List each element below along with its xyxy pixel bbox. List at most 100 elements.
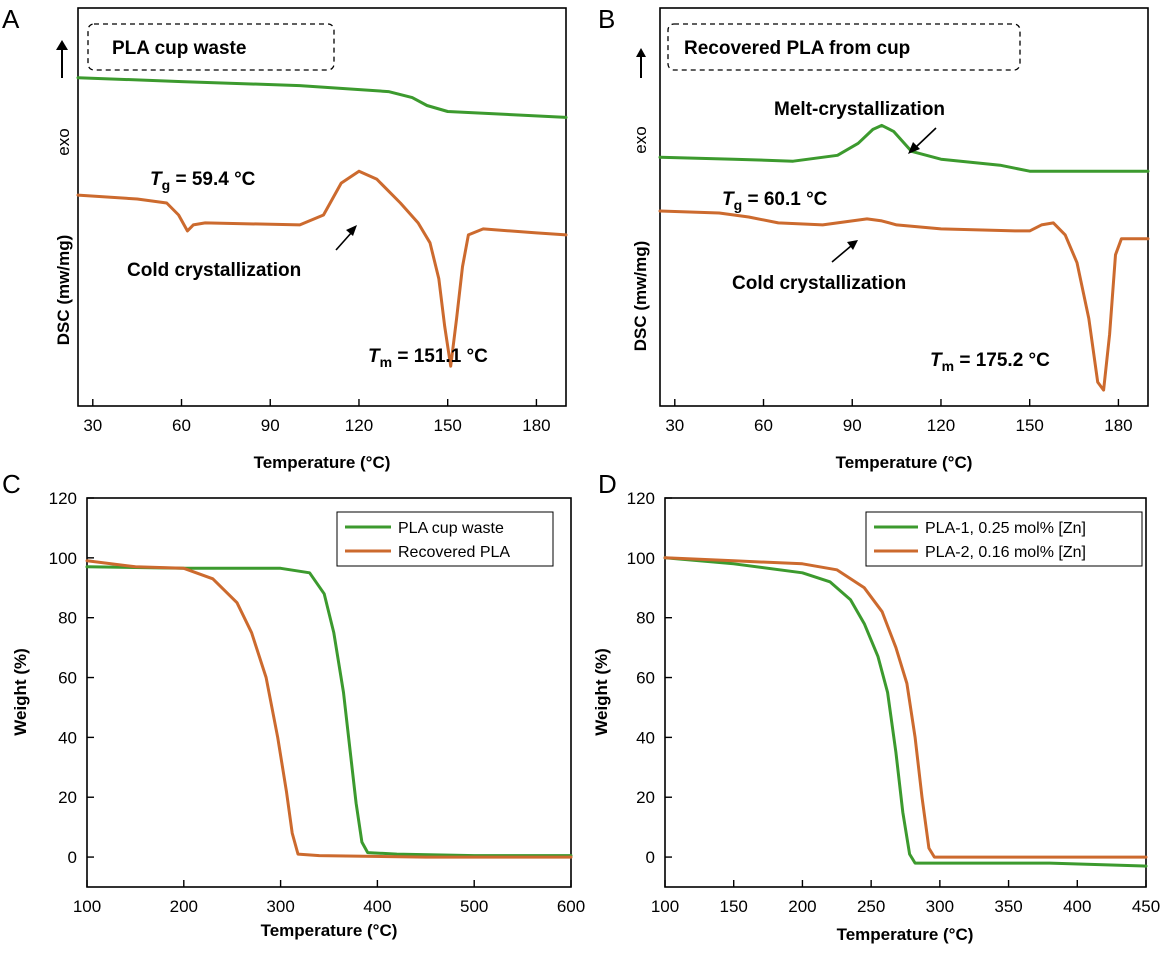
panel-a: A PLA cup waste exo DSC (mw/mg) Temperat… (2, 4, 568, 472)
panel-b-x-tick-label: 180 (1104, 416, 1132, 435)
panel-a-tm-symbol: T (368, 346, 381, 367)
panel-d-y-tick-label: 40 (636, 728, 655, 747)
panel-d-y-axis-label: Weight (%) (592, 648, 611, 736)
panel-d-legend-box (865, 511, 1143, 567)
panel-a-series-line-1 (76, 76, 568, 119)
panel-b-tg-annotation: Tg = 60.1 °C (722, 189, 828, 213)
panel-b-series (658, 123, 1150, 392)
panel-d-series-line-2 (663, 556, 1148, 859)
panel-d-series-line-1 (663, 556, 1148, 868)
panel-b-tm-value: = 175.2 °C (954, 350, 1050, 371)
panel-a-tm-sub: m (380, 354, 392, 370)
panel-a-tm-value: = 151.1 °C (392, 346, 488, 367)
panel-d-y-tick-label: 60 (636, 669, 655, 688)
panel-b-tg-value: = 60.1 °C (742, 189, 828, 210)
panel-d-y-tick-label: 0 (646, 848, 655, 867)
panel-d-legend-label-2: PLA-2, 0.16 mol% [Zn] (925, 544, 1086, 561)
panel-d-x-tick-label: 300 (926, 897, 954, 916)
panel-b-x-tick-label: 150 (1016, 416, 1044, 435)
panel-c-legend: PLA cup waste Recovered PLA (336, 511, 554, 567)
panel-b-label-box (667, 23, 1021, 71)
panel-a-series (76, 76, 568, 368)
panel-a-letter: A (2, 4, 20, 34)
panel-d: D Weight (%) Temperature (°C) 100 150 200 2… (592, 469, 1160, 944)
panel-c-y-tick-label: 120 (49, 489, 77, 508)
panel-a-x-tick-label: 90 (261, 416, 280, 435)
panel-d-x-tick-label: 450 (1132, 897, 1160, 916)
panel-a-tg-annotation: Tg = 59.4 °C (150, 169, 256, 193)
panel-c-x-axis-label: Temperature (°C) (261, 921, 398, 940)
panel-c-letter: C (2, 469, 21, 499)
panel-b-box-label: Recovered PLA from cup (684, 38, 910, 59)
panel-c-y-tick-label: 100 (49, 549, 77, 568)
panel-a-tm-annotation: Tm = 151.1 °C (368, 346, 488, 370)
panel-c-legend-label-1: PLA cup waste (398, 520, 504, 537)
panel-c-y-axis-label: Weight (%) (11, 648, 30, 736)
panel-d-ticks: 100 150 200 250 300 350 400 450 0 20 40 60 80 100 120 (627, 489, 1161, 916)
panel-c-x-tick-label: 100 (73, 897, 101, 916)
panel-a-cold-arrow-icon (335, 225, 357, 251)
panel-d-y-tick-label: 100 (627, 549, 655, 568)
panel-d-y-tick-label: 80 (636, 609, 655, 628)
panel-c-y-tick-label: 20 (58, 788, 77, 807)
panel-c-y-tick-label: 80 (58, 609, 77, 628)
panel-b-cold-label: Cold crystallization (732, 273, 906, 294)
panel-b-tg-sub: g (734, 197, 743, 213)
panel-a-x-tick-label: 180 (522, 416, 550, 435)
panel-a-tg-sub: g (162, 177, 171, 193)
panel-a-series-line-2 (76, 169, 568, 368)
panel-a-exo-label: exo (54, 128, 73, 155)
panel-a-tg-symbol: T (150, 169, 163, 190)
panel-d-letter: D (598, 469, 617, 499)
panel-b-tm-annotation: Tm = 175.2 °C (930, 350, 1050, 374)
panel-c-x-tick-label: 600 (557, 897, 585, 916)
panel-b-letter: B (598, 4, 615, 34)
panel-c-x-tick-label: 200 (170, 897, 198, 916)
panel-a-y-axis-label: DSC (mw/mg) (54, 235, 73, 346)
up-arrow-icon (56, 40, 68, 78)
panel-c-y-tick-label: 40 (58, 728, 77, 747)
panel-c-series (85, 559, 573, 859)
panel-d-x-axis-label: Temperature (°C) (837, 925, 974, 944)
panel-a-x-tick-label: 120 (345, 416, 373, 435)
panel-a-x-ticks: 30 60 90 120 150 180 (83, 399, 551, 435)
panel-b: B Recovered PLA from cup exo DSC (mw/mg)… (598, 4, 1150, 472)
panel-b-tm-sub: m (942, 358, 954, 374)
panel-b-x-tick-label: 120 (927, 416, 955, 435)
panel-d-x-tick-label: 100 (651, 897, 679, 916)
panel-c-series-line-1 (85, 565, 573, 858)
panel-b-x-tick-label: 60 (754, 416, 773, 435)
panel-b-x-tick-label: 30 (665, 416, 684, 435)
panel-b-y-axis-label: DSC (mw/mg) (631, 241, 650, 352)
panel-b-exo-label: exo (631, 126, 650, 153)
panel-d-plot-frame (664, 497, 1147, 888)
panel-c-legend-label-2: Recovered PLA (398, 544, 510, 561)
up-arrow-icon (636, 48, 646, 78)
panel-c: C Weight (%) Temperature (°C) 100 200 300 4… (2, 469, 585, 940)
panel-c-ticks: 100 200 300 400 500 600 0 20 40 60 80 100 120 (49, 489, 586, 916)
panel-d-legend-label-1: PLA-1, 0.25 mol% [Zn] (925, 520, 1086, 537)
panel-c-x-tick-label: 400 (363, 897, 391, 916)
panel-d-x-tick-label: 250 (857, 897, 885, 916)
panel-b-tm-symbol: T (930, 350, 943, 371)
panel-d-x-tick-label: 200 (788, 897, 816, 916)
panel-d-legend: PLA-1, 0.25 mol% [Zn] PLA-2, 0.16 mol% [… (865, 511, 1143, 567)
panel-a-x-axis-label: Temperature (°C) (254, 453, 391, 472)
panel-d-x-tick-label: 350 (994, 897, 1022, 916)
panel-c-y-tick-label: 0 (68, 848, 77, 867)
panel-b-series-line-2 (658, 209, 1150, 392)
panel-b-x-tick-label: 90 (843, 416, 862, 435)
panel-d-y-tick-label: 20 (636, 788, 655, 807)
panel-b-cold-arrow-icon (831, 240, 858, 263)
panel-d-x-tick-label: 150 (720, 897, 748, 916)
panel-d-x-tick-label: 400 (1063, 897, 1091, 916)
panel-a-box-label: PLA cup waste (112, 38, 246, 59)
panel-c-series-line-2 (85, 559, 573, 859)
panel-a-plot-frame (77, 7, 567, 407)
panel-a-x-tick-label: 60 (172, 416, 191, 435)
panel-d-y-tick-label: 120 (627, 489, 655, 508)
panel-a-label-box (87, 23, 335, 71)
panel-a-x-tick-label: 30 (83, 416, 102, 435)
panel-c-plot-frame (86, 497, 572, 888)
